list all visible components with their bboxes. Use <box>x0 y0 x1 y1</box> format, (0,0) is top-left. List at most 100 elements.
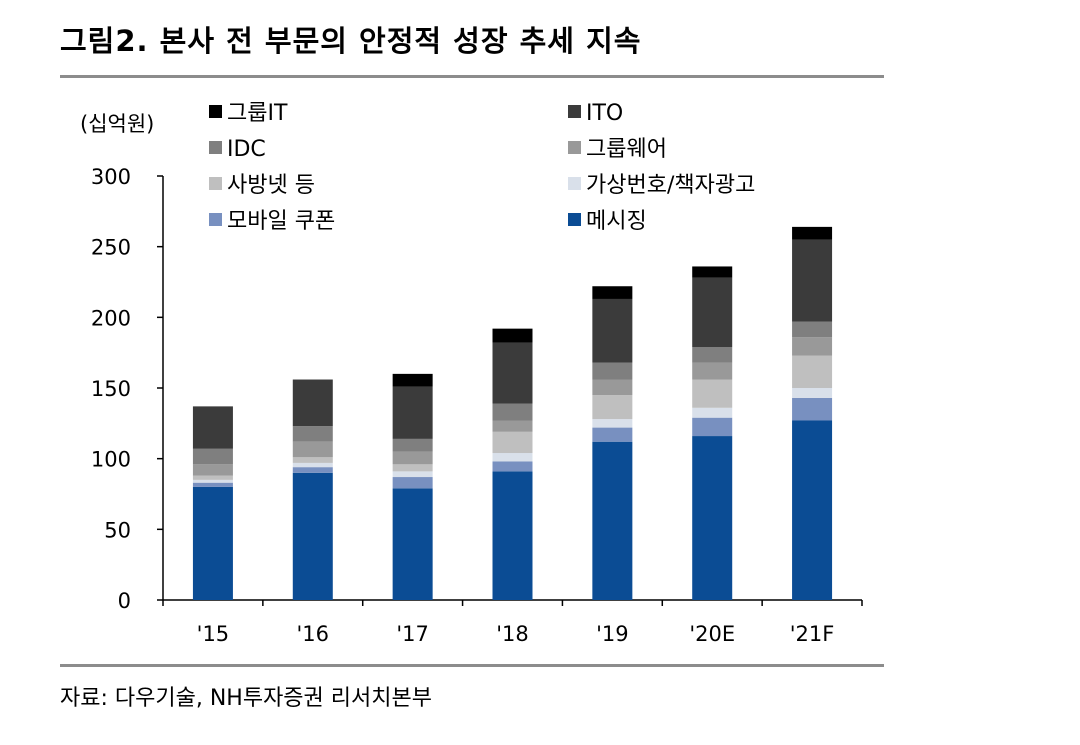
bar-segment-ito <box>592 298 633 363</box>
y-tick-label: 250 <box>91 236 131 260</box>
x-tick-label: '18 <box>496 622 529 646</box>
bar-segment-모바일-쿠폰 <box>592 427 633 442</box>
legend-item-가상번호-책자광고: 가상번호/책자광고 <box>568 173 755 198</box>
bar-segment-그룹웨어 <box>792 337 833 356</box>
bar-stack-16 <box>292 379 333 600</box>
legend-swatch <box>209 105 222 118</box>
bar-segment-메시징 <box>692 436 733 600</box>
legend-item-모바일-쿠폰: 모바일 쿠폰 <box>209 209 335 234</box>
bar-segment-사방넷-등 <box>692 379 733 408</box>
x-tick-label: '20E <box>689 622 735 646</box>
legend-swatch <box>209 177 222 190</box>
bar-segment-사방넷-등 <box>292 457 333 463</box>
bar-segment-메시징 <box>292 472 333 600</box>
bar-segment-idc <box>392 438 433 452</box>
legend-item-메시징: 메시징 <box>568 209 647 234</box>
bar-segment-idc <box>692 347 733 363</box>
y-tick-label: 200 <box>91 306 131 330</box>
x-tick-label: '15 <box>197 622 230 646</box>
source-divider <box>60 664 884 667</box>
legend-label: 메시징 <box>586 209 647 234</box>
chart-axes: 0 50 100 150 200 250 300 '15 '16 '17 '18 '19 '20E '21… <box>91 165 863 646</box>
legend-item-사방넷-등: 사방넷 등 <box>209 173 315 198</box>
bar-segment-모바일-쿠폰 <box>292 467 333 473</box>
bar-stack-15 <box>192 406 233 600</box>
legend-label: 가상번호/책자광고 <box>586 173 755 198</box>
legend-swatch <box>568 105 581 118</box>
bar-segment-메시징 <box>792 420 833 600</box>
bar-segment-그룹it <box>392 373 433 387</box>
legend-label: 모바일 쿠폰 <box>227 209 335 234</box>
bar-segment-가상번호-책자광고 <box>292 462 333 468</box>
legend-item-idc: IDC <box>209 137 266 162</box>
bar-segment-idc <box>292 426 333 442</box>
y-tick-label: 0 <box>118 589 131 613</box>
bar-segment-가상번호-책자광고 <box>592 419 633 428</box>
bar-segment-모바일-쿠폰 <box>792 397 833 421</box>
bar-segment-가상번호-책자광고 <box>492 453 533 462</box>
legend-label: IDC <box>227 137 266 162</box>
bar-stack-19 <box>592 286 633 600</box>
bar-segment-그룹웨어 <box>692 362 733 380</box>
bar-segment-사방넷-등 <box>192 475 233 480</box>
bar-stack-21f <box>792 226 833 600</box>
legend-label: ITO <box>586 101 623 126</box>
bar-segment-idc <box>592 362 633 380</box>
bar-segment-그룹it <box>592 286 633 299</box>
x-tick-label: '17 <box>396 622 429 646</box>
bar-segment-그룹웨어 <box>492 420 533 432</box>
legend-swatch <box>209 141 222 154</box>
bar-stack-20e <box>692 266 733 600</box>
legend-label: 사방넷 등 <box>227 173 315 198</box>
bar-segment-ito <box>292 379 333 427</box>
bar-segment-사방넷-등 <box>492 431 533 454</box>
bar-segment-그룹it <box>492 328 533 343</box>
bar-segment-그룹웨어 <box>292 441 333 458</box>
figure-title: 그림2. 본사 전 부문의 안정적 성장 추세 지속 <box>60 24 642 58</box>
y-axis-label: (십억원) <box>80 112 154 136</box>
legend-swatch <box>568 213 581 226</box>
legend-swatch <box>568 177 581 190</box>
bar-segment-가상번호-책자광고 <box>692 407 733 418</box>
bar-segment-그룹it <box>692 266 733 278</box>
bar-segment-메시징 <box>592 441 633 600</box>
bar-segment-idc <box>192 448 233 465</box>
x-tick-label: '19 <box>596 622 629 646</box>
source-note: 자료: 다우기술, NH투자증권 리서치본부 <box>60 686 432 711</box>
x-tick-label: '21F <box>790 622 835 646</box>
x-tick-label: '16 <box>297 622 330 646</box>
bar-segment-모바일-쿠폰 <box>692 417 733 437</box>
legend-item-그룹it: 그룹IT <box>209 101 288 126</box>
bar-stack-18 <box>492 328 533 600</box>
y-tick-label: 150 <box>91 377 131 401</box>
bar-segment-idc <box>492 403 533 421</box>
bar-segment-ito <box>192 406 233 449</box>
bar-segment-idc <box>792 321 833 338</box>
bar-segment-ito <box>692 277 733 348</box>
bar-segment-그룹it <box>792 226 833 240</box>
bar-segment-그룹웨어 <box>392 451 433 465</box>
legend-label: 그룹웨어 <box>586 137 667 162</box>
bar-segment-모바일-쿠폰 <box>392 477 433 489</box>
bar-segment-메시징 <box>392 488 433 600</box>
bar-segment-그룹웨어 <box>192 464 233 476</box>
title-divider <box>60 75 884 78</box>
bar-stack-17 <box>392 373 433 600</box>
legend-swatch <box>209 213 222 226</box>
bar-segment-ito <box>392 386 433 439</box>
bar-segment-사방넷-등 <box>792 355 833 388</box>
bar-segment-그룹웨어 <box>592 379 633 396</box>
y-tick-label: 300 <box>91 165 131 189</box>
legend-item-ito: ITO <box>568 101 623 126</box>
bar-segment-가상번호-책자광고 <box>392 471 433 478</box>
chart-bars <box>192 226 833 600</box>
bar-segment-메시징 <box>492 471 533 600</box>
legend-item-그룹웨어: 그룹웨어 <box>568 137 667 162</box>
y-tick-label: 100 <box>91 448 131 472</box>
bar-segment-사방넷-등 <box>392 464 433 472</box>
bar-segment-메시징 <box>192 486 233 600</box>
legend-swatch <box>568 141 581 154</box>
bar-segment-가상번호-책자광고 <box>192 479 233 483</box>
